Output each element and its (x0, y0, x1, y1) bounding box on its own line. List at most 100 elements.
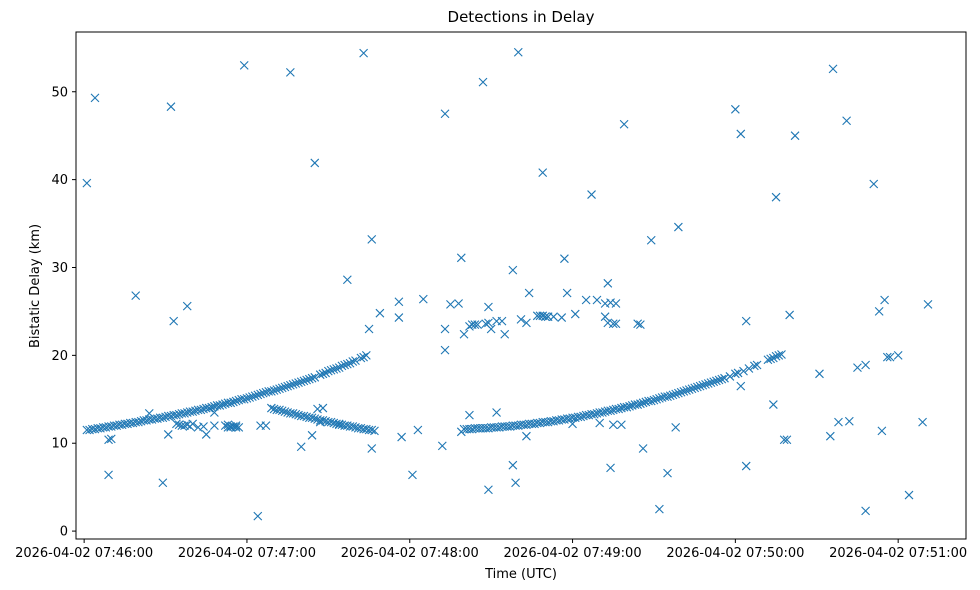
y-tick-label: 50 (51, 85, 68, 100)
data-point (291, 379, 301, 388)
data-point (706, 378, 716, 387)
data-point (332, 419, 341, 429)
data-point (730, 369, 740, 379)
data-point (109, 421, 119, 431)
data-point (82, 178, 92, 188)
data-point (228, 422, 238, 431)
data-point (182, 408, 192, 417)
data-point (136, 416, 146, 426)
data-point (215, 401, 225, 410)
data-point (310, 414, 320, 424)
data-point (815, 369, 824, 379)
data-point (201, 430, 211, 439)
data-point (611, 404, 621, 414)
data-point (188, 407, 198, 416)
data-point (636, 399, 645, 409)
data-point (904, 490, 914, 500)
data-point (321, 368, 331, 378)
data-point (177, 421, 187, 431)
data-point (302, 375, 312, 385)
data-point (340, 360, 350, 370)
data-point (720, 373, 729, 383)
data-point (223, 398, 233, 408)
data-point (549, 312, 558, 322)
data-point (842, 116, 851, 126)
data-point (397, 432, 406, 442)
data-point (478, 77, 488, 87)
data-point (307, 430, 317, 440)
data-point (619, 402, 629, 412)
data-point (253, 390, 263, 400)
x-tick-label: 2026-04-02 07:49:00 (504, 546, 642, 561)
data-point (275, 405, 284, 415)
y-tick-label: 30 (51, 261, 68, 276)
data-point (153, 414, 162, 424)
data-point (318, 369, 328, 379)
data-point (598, 408, 607, 417)
data-point (334, 419, 344, 429)
data-point (104, 470, 113, 480)
data-point (673, 388, 683, 398)
data-point (337, 420, 347, 430)
data-point (492, 423, 501, 432)
data-point (660, 392, 670, 402)
data-point (541, 312, 550, 322)
data-point (893, 350, 903, 360)
y-tick-label: 0 (60, 525, 68, 540)
data-point (245, 393, 255, 402)
data-point (473, 320, 482, 329)
data-point (315, 415, 325, 425)
data-point (608, 405, 618, 415)
x-tick-label: 2026-04-02 07:48:00 (341, 546, 479, 561)
data-point (844, 416, 854, 426)
data-point (139, 415, 149, 425)
data-point (600, 299, 610, 308)
data-point (329, 365, 339, 374)
data-point (228, 397, 238, 407)
data-point (169, 410, 179, 420)
data-point (418, 294, 428, 304)
data-point (880, 295, 889, 305)
data-point (261, 421, 271, 431)
data-point (568, 413, 577, 423)
data-point (285, 68, 295, 77)
data-point (275, 384, 284, 394)
y-axis-ticks: 0 10 20 30 40 50 (51, 85, 76, 540)
data-point (503, 422, 512, 431)
data-point (676, 387, 686, 397)
data-point (484, 485, 493, 495)
data-point (199, 404, 208, 414)
data-point (220, 421, 230, 431)
data-point (627, 401, 637, 410)
data-point (617, 403, 626, 413)
data-point (744, 364, 754, 373)
data-point (853, 363, 862, 373)
data-point (351, 356, 360, 366)
data-point (698, 380, 708, 390)
data-point (535, 311, 545, 321)
data-point (603, 318, 613, 328)
data-point (625, 401, 634, 411)
data-point (603, 406, 613, 416)
data-point (337, 361, 347, 371)
data-point (538, 168, 548, 177)
data-point (98, 423, 108, 432)
data-point (101, 423, 111, 432)
data-point (644, 396, 653, 406)
data-point (551, 415, 561, 425)
y-tick-label: 10 (51, 437, 68, 452)
data-point (356, 353, 366, 363)
data-point (345, 422, 355, 431)
data-point (323, 417, 333, 427)
data-point (223, 423, 233, 432)
data-point (318, 403, 328, 413)
data-point (161, 412, 170, 422)
data-point (166, 102, 176, 112)
data-point (180, 421, 189, 431)
data-point (266, 386, 276, 396)
data-point (736, 381, 746, 391)
data-point (296, 377, 306, 387)
data-point (592, 408, 602, 418)
data-point (280, 407, 290, 416)
data-point (565, 414, 575, 424)
